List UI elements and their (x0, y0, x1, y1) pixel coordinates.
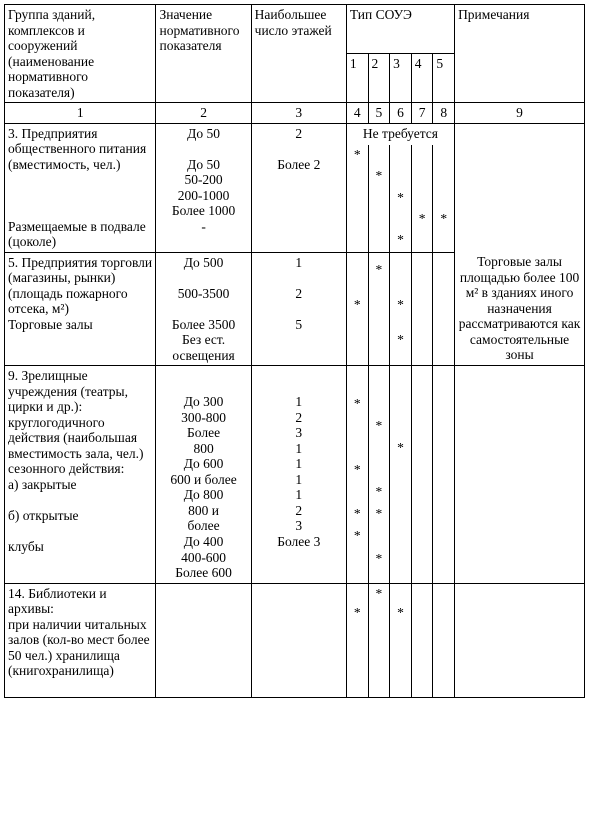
coln-4: 4 (346, 103, 368, 124)
r5-t3b: * (390, 330, 412, 366)
coln-8: 8 (433, 103, 455, 124)
r3-values: До 50 До 50 50-200 200-1000 Более 1000 - (156, 123, 251, 252)
r5-t3a: * (390, 295, 412, 330)
header-row-1: Группа зданий, комплексов и сооружений (… (5, 5, 585, 54)
r9-t2b: * (368, 482, 390, 504)
r9-t2c: * (368, 504, 390, 526)
r9-t3a: * (390, 438, 412, 460)
r5-title: 5. Предприятия торговли (магазины, рынки… (5, 252, 156, 366)
r14-title: 14. Библиотеки и архивы: при наличии чит… (5, 583, 156, 697)
coln-7: 7 (411, 103, 433, 124)
hdr-t5: 5 (433, 54, 455, 103)
r14-t3: * (390, 603, 412, 623)
coln-9: 9 (455, 103, 585, 124)
r3-floors: 2 Более 2 (251, 123, 346, 252)
hdr-notes: Примечания (455, 5, 585, 103)
hdr-value: Значение нормативного показателя (156, 5, 251, 103)
row-5-a: 5. Предприятия торговли (магазины, рынки… (5, 252, 585, 260)
r3-not-required: Не требуется (346, 123, 454, 145)
coln-1: 1 (5, 103, 156, 124)
r9-t1a: * (346, 394, 368, 416)
r3-t4: * (411, 209, 433, 230)
r3-t1: * (346, 145, 368, 166)
r14-t1: * (346, 603, 368, 623)
r5-t2: * (368, 260, 390, 295)
row-3-top: 3. Предприятия общественного питания (вм… (5, 123, 585, 145)
hdr-group: Группа зданий, комплексов и сооружений (… (5, 5, 156, 103)
r3-notes (455, 123, 585, 252)
hdr-t3: 3 (390, 54, 412, 103)
r3-title-a: 3. Предприятия общественного питания (вм… (8, 126, 152, 173)
r5-floors: 1 2 5 (251, 252, 346, 366)
r9-t1d: * (346, 526, 368, 548)
coln-5: 5 (368, 103, 390, 124)
r5-note: Торговые залы площадью более 100 м² в зд… (455, 252, 585, 366)
soue-table: Группа зданий, комплексов и сооружений (… (4, 4, 585, 698)
hdr-t1: 1 (346, 54, 368, 103)
r9-t1b: * (346, 460, 368, 482)
r9-t2d: * (368, 549, 390, 584)
r3-t5: * (433, 209, 455, 230)
hdr-t2: 2 (368, 54, 390, 103)
r9-notes (455, 366, 585, 583)
r14-values (156, 583, 251, 697)
r14-floors (251, 583, 346, 697)
r5-t1: * (346, 295, 368, 330)
r5-values: До 500 500-3500 Более 3500 Без ест. осве… (156, 252, 251, 366)
hdr-t4: 4 (411, 54, 433, 103)
r3-t2: * (368, 166, 390, 187)
r3-title: 3. Предприятия общественного питания (вм… (5, 123, 156, 252)
r3-t3a: * (390, 188, 412, 209)
r9-t2a: * (368, 416, 390, 438)
r9-t1c: * (346, 504, 368, 526)
coln-6: 6 (390, 103, 412, 124)
column-number-row: 1 2 3 4 5 6 7 8 9 (5, 103, 585, 124)
coln-2: 2 (156, 103, 251, 124)
hdr-floors: Наибольшее число этажей (251, 5, 346, 103)
row-9-a: 9. Зрелищные учреждения (театры, цирки и… (5, 366, 585, 395)
r3-t3b: * (390, 230, 412, 252)
r14-t2: * (368, 583, 390, 603)
hdr-type: Тип СОУЭ (346, 5, 454, 54)
r3-title-b: Размещаемые в подвале (цоколе) (8, 219, 152, 250)
r9-values: До 300 300-800 Более 800 До 600 600 и бо… (156, 366, 251, 583)
r9-floors: 1 2 3 1 1 1 1 2 3 Более 3 (251, 366, 346, 583)
row-14-a: 14. Библиотеки и архивы: при наличии чит… (5, 583, 585, 603)
coln-3: 3 (251, 103, 346, 124)
r14-notes (455, 583, 585, 697)
r9-title: 9. Зрелищные учреждения (театры, цирки и… (5, 366, 156, 583)
